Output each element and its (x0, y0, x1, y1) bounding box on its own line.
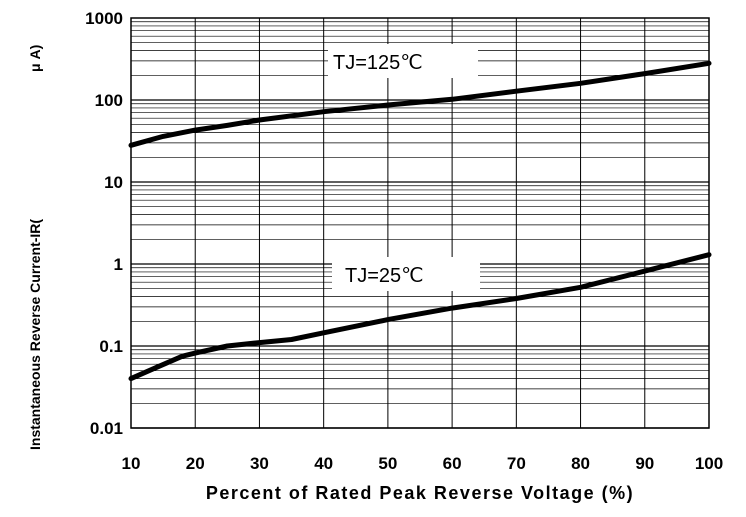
x-tick-label: 30 (250, 454, 269, 473)
x-tick-label: 100 (695, 454, 723, 473)
y-tick-label: 1000 (85, 9, 123, 28)
grid (130, 18, 710, 429)
x-tick-label: 20 (186, 454, 205, 473)
x-tick-labels: 10 20 30 40 50 60 70 80 90 100 (122, 454, 724, 473)
x-tick-label: 10 (122, 454, 141, 473)
x-tick-label: 80 (571, 454, 590, 473)
annotation-box-25 (332, 257, 480, 291)
annotation-box-125 (328, 44, 478, 78)
x-tick-label: 40 (314, 454, 333, 473)
y-tick-label: 0.01 (90, 419, 123, 438)
x-tick-label: 70 (507, 454, 526, 473)
y-axis-unit: μ A) (27, 45, 43, 72)
y-tick-label: 1 (114, 255, 123, 274)
x-tick-label: 50 (378, 454, 397, 473)
y-axis-label-group: Instantaneous Reverse Current-IR( (27, 219, 43, 450)
y-axis-label: Instantaneous Reverse Current-IR( (27, 219, 43, 450)
y-tick-labels: 1000 100 10 1 0.1 0.01 (85, 9, 123, 438)
x-tick-label: 60 (443, 454, 462, 473)
annotation-tj125: TJ=125℃ (333, 52, 423, 74)
plot-frame (130, 17, 710, 429)
series-layer (128, 60, 712, 382)
y-tick-label: 0.1 (99, 337, 123, 356)
annotation-tj25: TJ=25℃ (345, 265, 424, 287)
series-line-0 (128, 60, 712, 148)
y-tick-label: 100 (95, 91, 123, 110)
x-tick-label: 90 (635, 454, 654, 473)
y-axis-unit-group: μ A) (27, 45, 43, 72)
series-line-1 (128, 252, 712, 382)
y-tick-label: 10 (104, 173, 123, 192)
annotations: TJ=125℃ TJ=25℃ (328, 44, 480, 291)
x-axis-label: Percent of Rated Peak Reverse Voltage (%… (206, 483, 634, 503)
